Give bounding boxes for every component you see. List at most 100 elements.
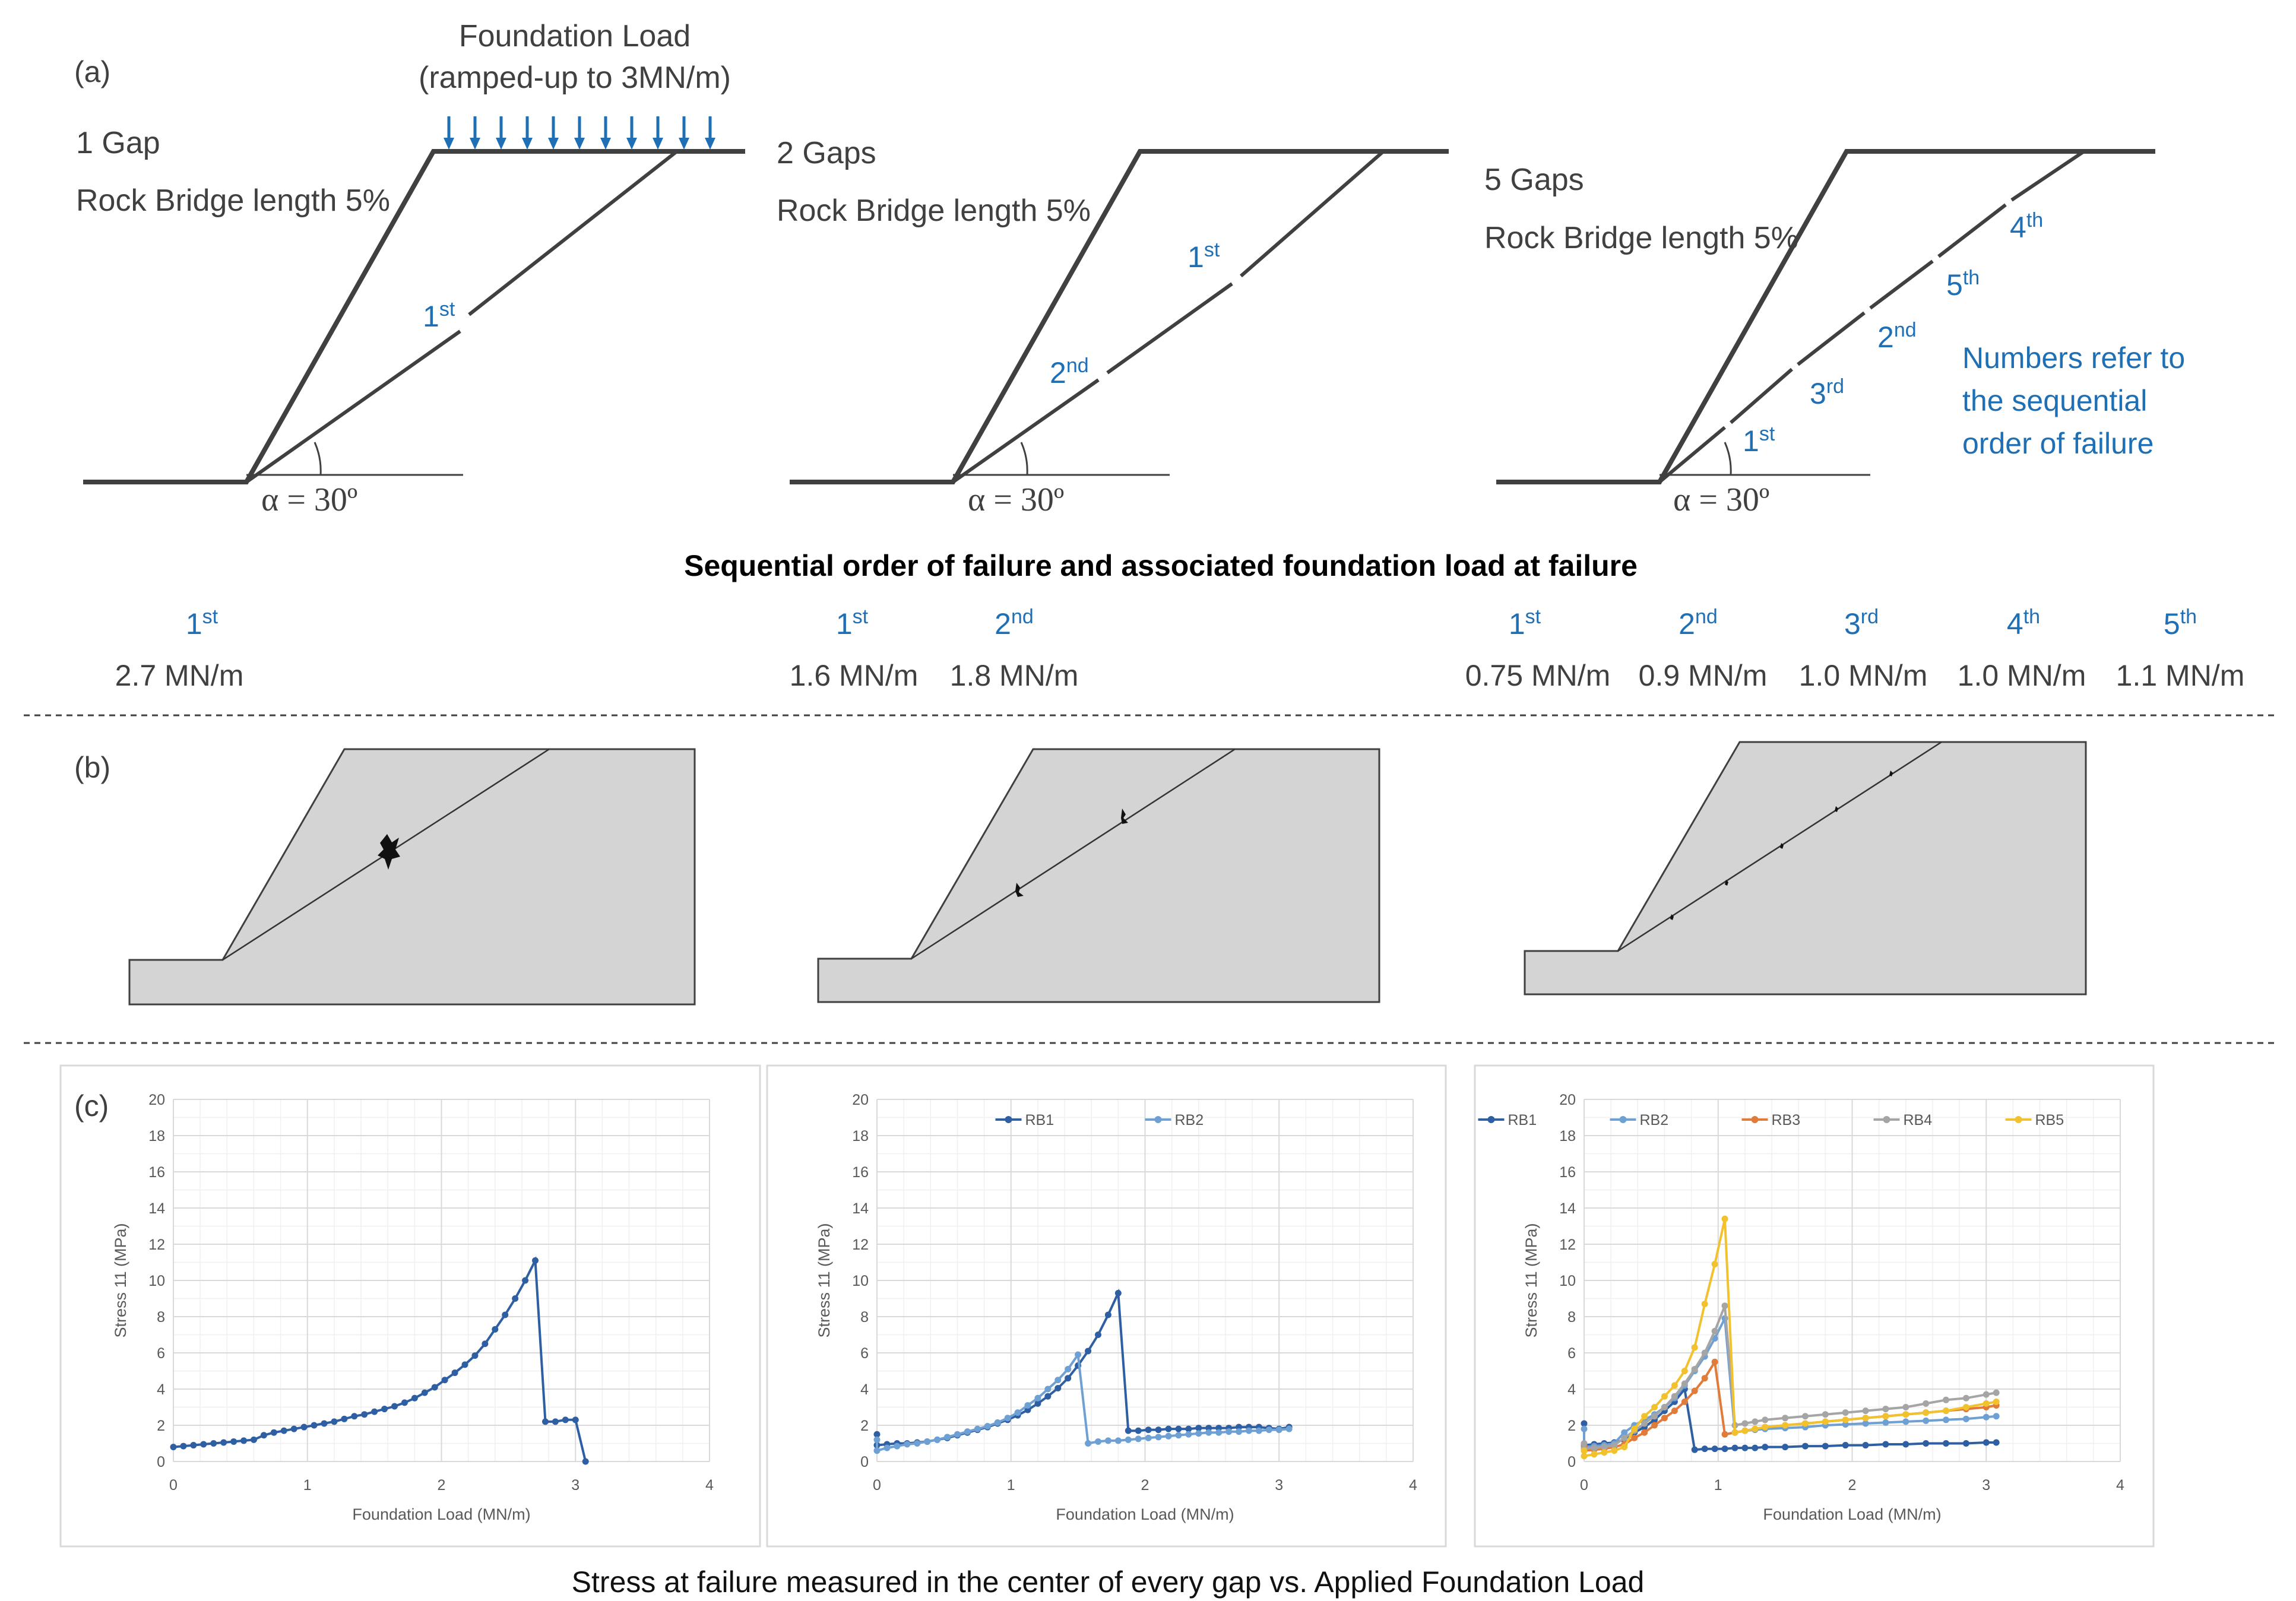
data-point [532,1257,539,1264]
data-point [210,1440,217,1447]
y-tick-label: 4 [157,1381,165,1398]
data-point [290,1425,297,1432]
data-point [461,1361,468,1368]
load-arrow [444,116,454,150]
data-point [1993,1439,2000,1446]
data-point [200,1441,207,1448]
data-point [1882,1441,1889,1448]
panel-label-a: (a) [74,55,110,88]
data-point [411,1394,418,1402]
data-point [1943,1407,1950,1415]
y-tick-label: 2 [860,1418,869,1434]
x-tick-label: 0 [1580,1477,1588,1494]
data-point [1024,1406,1031,1413]
model-mesh-1 [128,748,696,1006]
data-point [1155,1434,1162,1441]
data-point [1661,1393,1668,1400]
y-tick-label: 18 [148,1128,165,1145]
data-point [1135,1427,1142,1434]
y-tick-label: 18 [1559,1128,1576,1145]
data-point [401,1399,408,1406]
data-point [1943,1440,1950,1447]
load-arrow [522,116,533,150]
data-point [1862,1420,1869,1427]
data-point [1721,1431,1728,1438]
data-point [431,1384,438,1391]
data-point [1671,1393,1678,1400]
x-axis-label: Foundation Load (MN/m) [1763,1505,1941,1523]
y-tick-label: 14 [1559,1200,1576,1217]
slope-3-gap-1st: 1st [1743,423,1775,458]
data-point [1145,1426,1152,1434]
seq-load-7: 1.0 MN/m [1958,659,2086,692]
panel-label-b: (b) [74,751,110,784]
data-point [1691,1446,1698,1453]
y-tick-label: 16 [148,1164,165,1181]
seq-load-2: 1.6 MN/m [790,659,919,692]
data-point [1661,1415,1668,1422]
note-line-1: Numbers refer to [1962,341,2185,375]
slope-3-gap-3rd: 3rd [1810,375,1844,410]
data-point [1762,1416,1769,1424]
data-point [1611,1447,1618,1454]
legend-label: RB4 [1904,1112,1933,1128]
chart-frame-2 [766,1064,1447,1548]
data-point [451,1369,458,1377]
data-point [1681,1380,1688,1387]
seq-load-3: 1.8 MN/m [950,659,1079,692]
data-point [1065,1365,1072,1372]
data-point [441,1377,448,1384]
data-point [1014,1409,1021,1416]
slope-2-name: 2 Gaps [777,136,876,170]
data-point [1701,1301,1708,1308]
data-point [1721,1445,1728,1453]
x-tick-label: 3 [571,1477,579,1494]
data-point [1822,1443,1829,1450]
y-tick-label: 20 [852,1092,869,1108]
data-point [1923,1409,1930,1416]
data-point [260,1432,267,1439]
data-point [1671,1382,1678,1389]
data-point [1782,1415,1789,1422]
x-tick-label: 2 [1141,1477,1149,1494]
x-axis-label: Foundation Load (MN/m) [352,1505,530,1523]
data-point [341,1415,348,1422]
data-point [1641,1429,1648,1436]
data-point [1641,1413,1648,1420]
slope-2-bridge: Rock Bridge length 5% [777,194,1091,228]
data-point [1752,1425,1759,1432]
series-line [1583,1358,1997,1452]
y-axis-label: Stress 11 (MPa) [112,1223,129,1337]
data-point [1862,1442,1869,1449]
y-tick-label: 10 [852,1273,869,1289]
data-point [1611,1442,1618,1449]
y-tick-label: 14 [852,1200,869,1217]
seq-rank-5: 2nd [1679,605,1718,641]
data-point [894,1443,901,1450]
data-point [1741,1420,1749,1427]
data-point [1801,1413,1809,1420]
load-arrow [496,116,506,150]
data-point [1215,1429,1223,1436]
y-tick-label: 6 [1567,1345,1576,1362]
data-point [1962,1440,1969,1447]
data-point [371,1408,378,1415]
y-tick-label: 4 [860,1381,869,1398]
seq-load-1: 2.7 MN/m [115,659,244,692]
data-point [250,1436,257,1443]
data-point [1215,1425,1223,1432]
data-point [964,1428,971,1435]
data-point [1923,1400,1930,1407]
legend-label: RB5 [2035,1112,2064,1128]
data-point [1236,1428,1243,1435]
seq-rank-8: 5th [2164,605,2197,641]
seq-load-8: 1.1 MN/m [2116,659,2245,692]
sequence-row: 1st 2.7 MN/m 1st 1.6 MN/m 2nd 1.8 MN/m 1… [115,605,2245,692]
legend-item-rb2: RB2 [1610,1112,1668,1128]
data-point [1175,1425,1182,1432]
data-point [1902,1441,1909,1448]
data-point [502,1311,509,1318]
data-point [361,1411,368,1418]
data-point [1175,1432,1182,1439]
